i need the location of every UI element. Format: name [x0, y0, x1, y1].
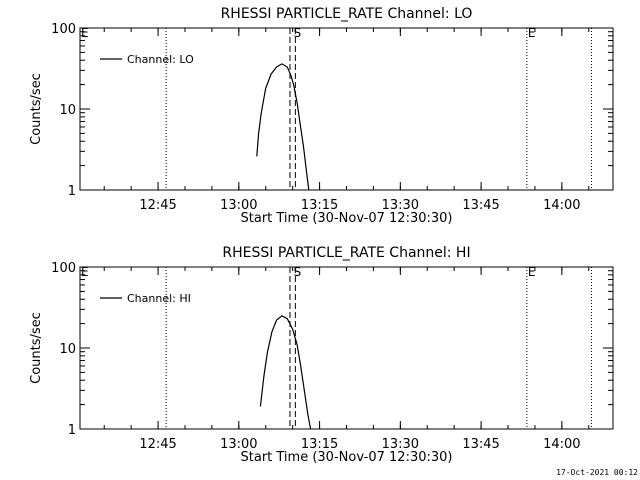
- x-tick-label: 13:00: [220, 198, 257, 213]
- x-tick-label: 13:30: [382, 437, 419, 452]
- event-marker-label: S: [294, 265, 302, 279]
- x-tick-label: 13:45: [462, 198, 499, 213]
- footer-timestamp: 17-Oct-2021 00:12: [556, 468, 638, 477]
- x-tick-label: 13:45: [462, 437, 499, 452]
- y-tick-label: 100: [51, 261, 76, 276]
- y-tick-label: 10: [59, 103, 76, 118]
- series-line: [256, 63, 310, 191]
- x-tick-label: 13:15: [301, 437, 338, 452]
- y-axis-label: Counts/sec: [29, 73, 44, 145]
- x-tick-label: 13:30: [382, 198, 419, 213]
- x-tick-label: 13:00: [220, 437, 257, 452]
- y-tick-label: 100: [51, 22, 76, 37]
- legend-label: Channel: HI: [127, 292, 191, 305]
- x-axis-label: Start Time (30-Nov-07 12:30:30): [241, 211, 453, 226]
- legend-label: Channel: LO: [127, 53, 194, 66]
- chart-title: RHESSI PARTICLE_RATE Channel: HI: [222, 245, 470, 261]
- chart-title: RHESSI PARTICLE_RATE Channel: LO: [221, 6, 473, 22]
- event-marker-label: E: [81, 26, 89, 40]
- y-axis-label: Counts/sec: [29, 312, 44, 384]
- x-tick-label: 14:00: [543, 198, 580, 213]
- x-tick-label: 12:45: [139, 437, 176, 452]
- event-marker-label: S: [294, 26, 302, 40]
- series-line: [259, 315, 312, 430]
- x-tick-label: 13:15: [301, 198, 338, 213]
- event-marker-label: E: [81, 265, 89, 279]
- y-tick-label: 1: [68, 423, 76, 438]
- y-tick-label: 10: [59, 342, 76, 357]
- x-tick-label: 14:00: [543, 437, 580, 452]
- x-axis-label: Start Time (30-Nov-07 12:30:30): [241, 450, 453, 465]
- y-tick-label: 1: [68, 184, 76, 199]
- x-tick-label: 12:45: [139, 198, 176, 213]
- event-marker-label: E: [528, 265, 536, 279]
- event-marker-label: E: [528, 26, 536, 40]
